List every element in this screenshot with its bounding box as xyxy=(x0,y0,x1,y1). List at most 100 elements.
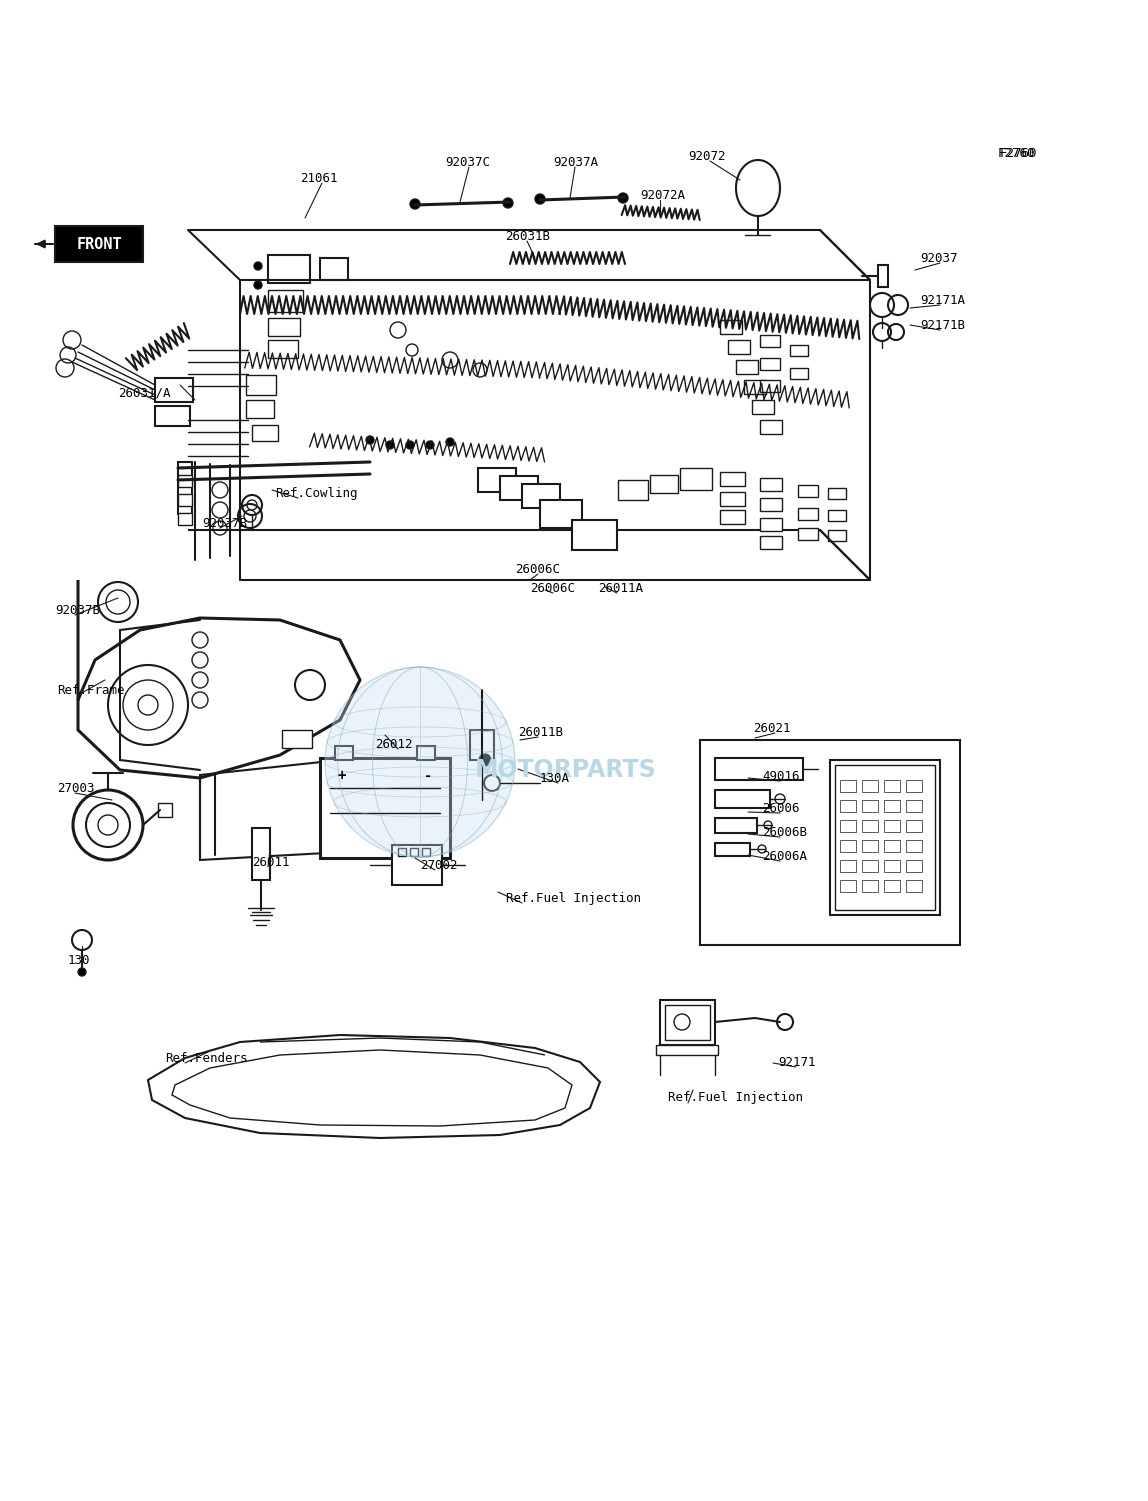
Circle shape xyxy=(325,666,515,857)
Bar xyxy=(715,818,757,833)
Bar xyxy=(155,405,191,426)
Bar xyxy=(790,368,808,378)
Circle shape xyxy=(406,441,414,449)
Text: Ref.Fenders: Ref.Fenders xyxy=(165,1052,248,1064)
Bar xyxy=(744,380,766,393)
Bar xyxy=(267,290,303,312)
Bar xyxy=(862,841,878,853)
Bar xyxy=(660,1000,715,1045)
Bar xyxy=(736,360,758,374)
Bar xyxy=(320,758,450,859)
Text: 26006C: 26006C xyxy=(515,563,560,575)
Bar xyxy=(335,746,352,760)
Bar xyxy=(790,345,808,356)
Bar xyxy=(760,518,782,531)
Bar xyxy=(884,781,900,793)
Bar xyxy=(253,425,278,441)
Bar xyxy=(828,488,846,498)
Bar xyxy=(798,528,819,540)
Bar xyxy=(884,841,900,853)
Text: Ref.Cowling: Ref.Cowling xyxy=(276,486,357,500)
Text: -: - xyxy=(424,769,432,784)
Bar xyxy=(760,536,782,549)
Bar xyxy=(840,820,856,832)
Bar xyxy=(246,399,274,417)
Bar xyxy=(656,1045,718,1055)
Bar xyxy=(158,803,172,817)
Bar xyxy=(715,844,750,856)
Bar xyxy=(906,820,922,832)
Text: FRONT: FRONT xyxy=(76,237,122,252)
Text: F2760: F2760 xyxy=(1000,147,1038,159)
Bar xyxy=(391,845,442,886)
Bar xyxy=(760,498,782,510)
Bar xyxy=(700,740,960,946)
Circle shape xyxy=(366,435,374,444)
Text: 26031B: 26031B xyxy=(505,230,550,243)
Bar xyxy=(320,258,348,281)
Bar xyxy=(178,494,192,506)
Bar xyxy=(884,860,900,872)
Text: MOTORPARTS: MOTORPARTS xyxy=(475,758,657,782)
Bar xyxy=(862,880,878,892)
Text: 26021: 26021 xyxy=(753,722,791,734)
Bar xyxy=(55,227,144,263)
Bar xyxy=(720,510,745,524)
Text: 27003: 27003 xyxy=(57,782,94,794)
Bar xyxy=(253,829,270,880)
Bar xyxy=(840,800,856,812)
Text: 130A: 130A xyxy=(540,772,571,785)
Bar xyxy=(884,820,900,832)
Bar xyxy=(760,359,779,371)
Circle shape xyxy=(254,281,262,290)
Bar xyxy=(835,766,934,910)
Polygon shape xyxy=(148,1036,600,1138)
Bar xyxy=(840,860,856,872)
Bar xyxy=(720,492,745,506)
Circle shape xyxy=(426,441,434,449)
Bar xyxy=(282,729,312,747)
Bar xyxy=(680,468,712,489)
Bar xyxy=(862,781,878,793)
Bar xyxy=(760,380,779,392)
Bar xyxy=(720,471,745,486)
Bar xyxy=(715,790,770,808)
Text: 26006B: 26006B xyxy=(762,826,807,839)
Text: 92072A: 92072A xyxy=(639,189,685,201)
Bar xyxy=(840,841,856,853)
Circle shape xyxy=(254,263,262,270)
Text: 21061: 21061 xyxy=(300,171,338,185)
Text: +: + xyxy=(338,769,347,784)
Bar xyxy=(501,476,538,500)
Text: 92037A: 92037A xyxy=(553,156,598,168)
Text: 92171B: 92171B xyxy=(920,318,965,332)
Bar xyxy=(650,474,678,492)
Text: 26006C: 26006C xyxy=(530,581,575,594)
Text: Ref.Fuel Injection: Ref.Fuel Injection xyxy=(506,892,641,905)
Text: 92171: 92171 xyxy=(778,1055,815,1069)
Text: 26011: 26011 xyxy=(253,856,289,869)
Bar xyxy=(760,335,779,347)
Bar xyxy=(715,758,802,781)
Text: 26012: 26012 xyxy=(375,737,412,750)
Circle shape xyxy=(535,194,545,204)
Bar xyxy=(884,800,900,812)
Bar xyxy=(665,1006,709,1040)
Circle shape xyxy=(618,194,628,203)
Bar xyxy=(828,530,846,540)
Bar xyxy=(417,746,435,760)
Bar xyxy=(830,760,940,916)
Bar xyxy=(906,880,922,892)
Text: 92037B: 92037B xyxy=(202,516,247,530)
Bar xyxy=(906,781,922,793)
Text: 92037B: 92037B xyxy=(55,603,100,617)
Bar xyxy=(752,399,774,414)
Bar xyxy=(906,800,922,812)
Bar xyxy=(828,510,846,521)
Bar xyxy=(398,848,406,856)
Bar xyxy=(267,341,298,359)
Bar xyxy=(862,820,878,832)
Bar xyxy=(798,485,819,497)
Bar xyxy=(720,320,742,335)
Bar xyxy=(178,474,192,486)
